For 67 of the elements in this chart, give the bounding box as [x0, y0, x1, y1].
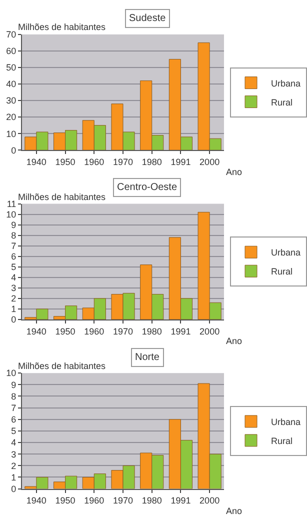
x-tick-label: 1940	[26, 496, 46, 506]
x-tick-label: 1960	[84, 326, 104, 336]
y-tick-label: 50	[6, 62, 16, 73]
x-tick-label: 1940	[26, 326, 46, 336]
y-tick-label: 6	[11, 252, 16, 262]
y-tick-label: 10	[6, 368, 16, 378]
x-tick-label: 2000	[200, 496, 220, 506]
x-tick-label: 1950	[55, 496, 76, 506]
legend-label: Urbana	[271, 78, 301, 88]
x-tick-label: 1960	[84, 156, 104, 167]
y-tick-label: 3	[11, 449, 16, 460]
x-tick-label: 2000	[200, 156, 220, 167]
x-tick-label: 1950	[55, 156, 76, 167]
y-tick-label: 20	[6, 112, 16, 122]
text: Rural	[271, 266, 293, 277]
x-tick-label: 1970	[112, 496, 134, 506]
x-tick-label: 1980	[142, 326, 162, 336]
y-tick-label: 1	[11, 304, 16, 314]
legend-label: Urbana	[271, 416, 301, 427]
x-tick-label: 1980	[142, 496, 162, 506]
x-axis-title: Ano	[226, 167, 242, 177]
x-tick-label: 1970	[112, 156, 134, 167]
chart-title: Centro-Oeste	[117, 182, 178, 193]
y-axis-title: Milhões de habitantes	[18, 192, 106, 202]
y-tick-label: 4	[11, 272, 16, 283]
y-tick-label: 5	[11, 262, 16, 272]
y-tick-label: 9	[11, 220, 16, 230]
y-tick-label: 0	[11, 145, 16, 156]
x-tick-label: 2000	[200, 326, 220, 336]
y-tick-label: 7	[11, 402, 16, 413]
y-tick-label: 0	[11, 314, 16, 325]
x-tick-label: 1991	[170, 326, 191, 336]
y-tick-label: 30	[6, 96, 16, 106]
y-tick-label: 5	[11, 426, 16, 436]
y-axis-title: Milhões de habitantes	[18, 361, 106, 371]
legend-label: Rural	[271, 97, 293, 108]
x-axis-title: Ano	[226, 336, 242, 346]
x-tick-label: 1980	[142, 156, 162, 167]
y-tick-label: 2	[11, 460, 16, 471]
y-tick-label: 9	[11, 380, 16, 390]
y-tick-label: 3	[11, 283, 16, 294]
y-tick-label: 1	[11, 472, 16, 482]
y-tick-label: 11	[6, 198, 16, 209]
x-tick-label: 1960	[84, 496, 104, 506]
y-tick-label: 40	[6, 79, 16, 90]
y-tick-label: 10	[6, 128, 16, 139]
x-tick-label: 1970	[112, 326, 134, 336]
y-axis-title: Milhões de habitantes	[18, 22, 106, 32]
x-tick-label: 1950	[55, 326, 76, 336]
y-tick-label: 0	[11, 484, 16, 494]
legend-label: Rural	[271, 436, 293, 446]
y-tick-label: 70	[6, 30, 16, 40]
x-tick-label: 1991	[170, 496, 191, 506]
x-tick-label: 1940	[26, 156, 46, 167]
text: Urbana	[271, 248, 301, 258]
y-tick-label: 4	[11, 438, 16, 448]
y-tick-label: 10	[6, 209, 16, 220]
chart-title: Norte	[135, 352, 160, 363]
y-tick-label: 7	[11, 240, 16, 251]
y-tick-label: 6	[11, 414, 16, 425]
y-tick-label: 60	[6, 46, 16, 56]
x-tick-label: 1991	[170, 156, 191, 167]
x-axis-title: Ano	[226, 506, 242, 516]
y-tick-label: 8	[11, 230, 16, 240]
y-tick-label: 2	[11, 294, 16, 304]
chart-title: Sudeste	[129, 13, 166, 24]
y-tick-label: 8	[11, 391, 16, 402]
